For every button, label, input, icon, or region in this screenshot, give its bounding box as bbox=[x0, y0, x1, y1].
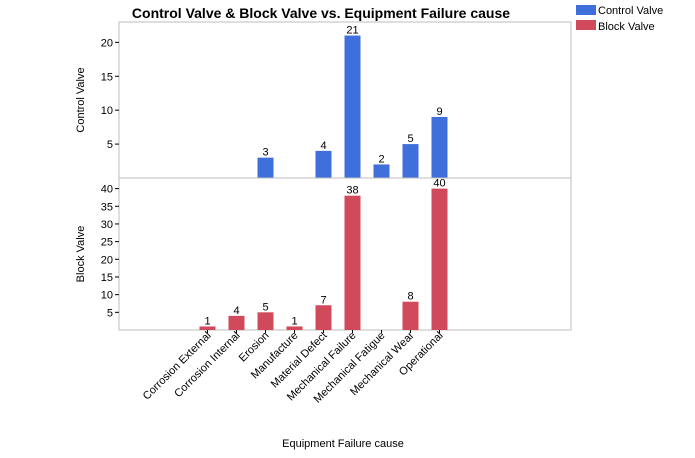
bar-control-valve-mechanical-failure bbox=[344, 35, 361, 178]
data-label-control-valve-mechanical-failure: 21 bbox=[346, 25, 358, 37]
data-label-control-valve-mechanical-fatigue: 2 bbox=[378, 153, 384, 165]
bar-block-valve-mechanical-wear bbox=[402, 301, 419, 330]
y-axis-title-block-valve: Block Valve bbox=[75, 226, 87, 283]
y-tick-label-control-valve-10: 10 bbox=[101, 105, 113, 117]
bar-block-valve-manufacture bbox=[286, 326, 303, 330]
bar-control-valve-mechanical-wear bbox=[402, 144, 419, 178]
data-label-block-valve-mechanical-wear: 8 bbox=[407, 291, 413, 303]
data-label-block-valve-corrosion-external: 1 bbox=[204, 315, 210, 327]
data-label-control-valve-erosion: 3 bbox=[262, 147, 268, 159]
legend-swatch-block-valve bbox=[576, 20, 596, 30]
bar-block-valve-corrosion-internal bbox=[228, 315, 245, 330]
bar-block-valve-mechanical-failure bbox=[344, 195, 361, 330]
y-tick-label-block-valve-30: 30 bbox=[101, 219, 113, 231]
chart-title: Control Valve & Block Valve vs. Equipmen… bbox=[132, 5, 510, 21]
data-label-control-valve-operational: 9 bbox=[436, 106, 442, 118]
y-tick-label-block-valve-25: 25 bbox=[101, 237, 113, 249]
bar-block-valve-corrosion-external bbox=[199, 326, 216, 330]
data-label-control-valve-mechanical-wear: 5 bbox=[407, 133, 413, 145]
legend-swatch-control-valve bbox=[576, 5, 596, 15]
data-label-control-valve-material-defect: 4 bbox=[320, 140, 326, 152]
data-label-block-valve-erosion: 5 bbox=[262, 301, 268, 313]
data-label-block-valve-mechanical-failure: 38 bbox=[346, 185, 358, 197]
legend: Control Valve Block Valve bbox=[576, 5, 663, 33]
y-tick-label-block-valve-5: 5 bbox=[107, 307, 113, 319]
y-tick-label-control-valve-5: 5 bbox=[107, 139, 113, 151]
legend-label-control-valve: Control Valve bbox=[598, 5, 663, 17]
bar-control-valve-erosion bbox=[257, 157, 274, 178]
y-tick-label-block-valve-15: 15 bbox=[101, 272, 113, 284]
y-tick-label-block-valve-20: 20 bbox=[101, 254, 113, 266]
x-axis-title: Equipment Failure cause bbox=[282, 438, 404, 450]
bar-block-valve-erosion bbox=[257, 312, 274, 330]
bar-control-valve-material-defect bbox=[315, 150, 332, 178]
bar-block-valve-operational bbox=[431, 188, 448, 330]
legend-label-block-valve: Block Valve bbox=[598, 21, 655, 33]
data-label-block-valve-manufacture: 1 bbox=[291, 315, 297, 327]
bar-control-valve-operational bbox=[431, 116, 448, 178]
bar-control-valve-mechanical-fatigue bbox=[373, 164, 390, 178]
y-tick-label-block-valve-35: 35 bbox=[101, 201, 113, 213]
data-label-block-valve-corrosion-internal: 4 bbox=[233, 305, 239, 317]
y-tick-label-control-valve-20: 20 bbox=[101, 37, 113, 49]
y-axis-title-control-valve: Control Valve bbox=[75, 67, 87, 132]
y-tick-label-block-valve-40: 40 bbox=[101, 184, 113, 196]
y-tick-label-block-valve-10: 10 bbox=[101, 290, 113, 302]
bar-block-valve-material-defect bbox=[315, 305, 332, 330]
data-label-block-valve-operational: 40 bbox=[433, 178, 445, 190]
data-label-block-valve-material-defect: 7 bbox=[320, 294, 326, 306]
y-tick-label-control-valve-15: 15 bbox=[101, 71, 113, 83]
